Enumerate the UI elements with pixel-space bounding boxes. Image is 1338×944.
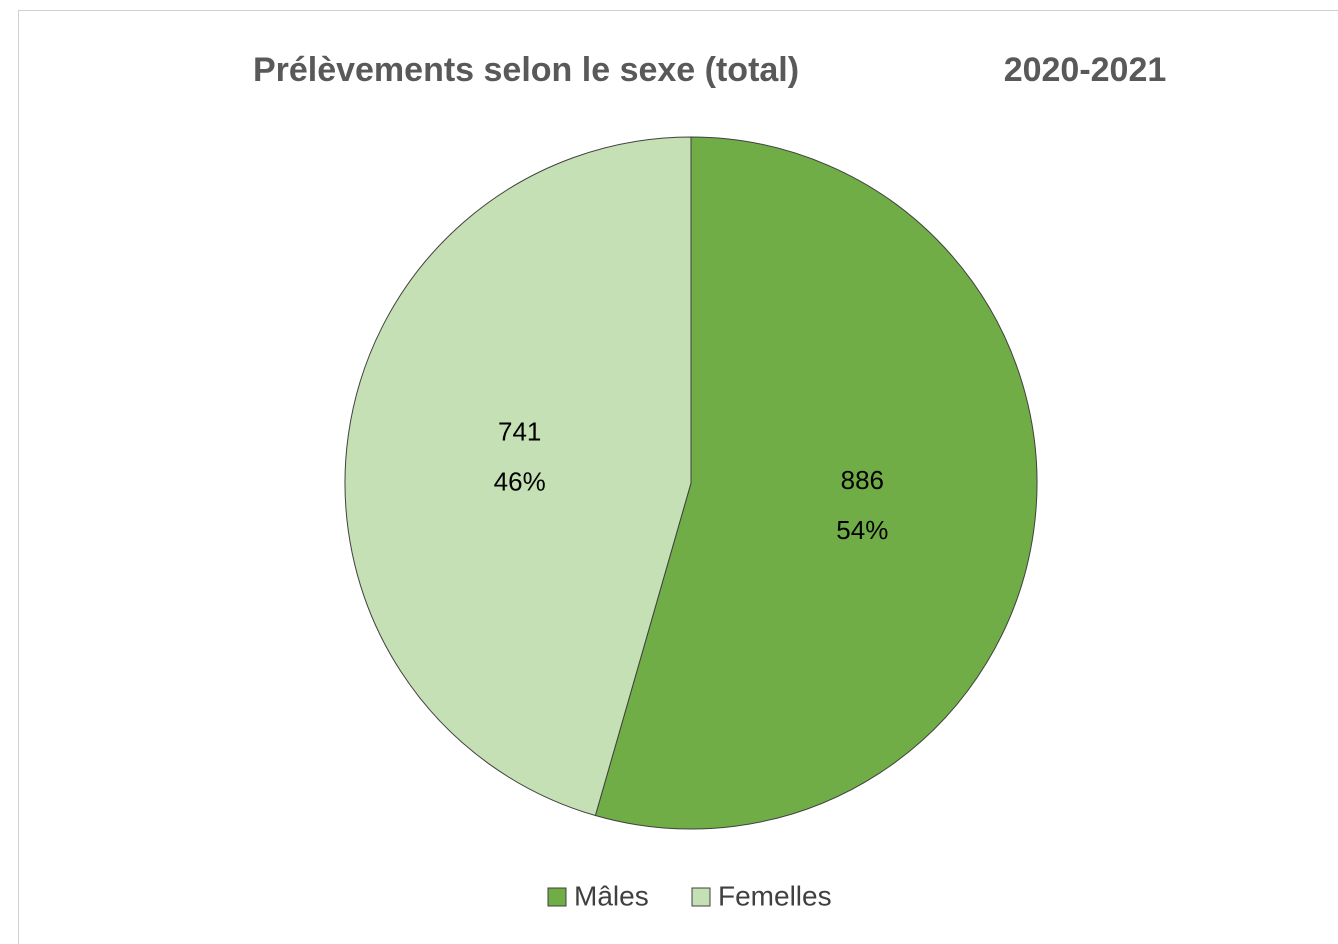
chart-subtitle: 2020-2021 xyxy=(1004,51,1167,89)
data-label-percent: 54% xyxy=(836,515,888,545)
data-label-value: 886 xyxy=(841,465,884,495)
chart-title: Prélèvements selon le sexe (total) xyxy=(253,51,799,89)
legend-label: Femelles xyxy=(718,880,832,911)
data-label-value: 741 xyxy=(498,417,541,447)
data-label-percent: 46% xyxy=(494,467,546,497)
legend-swatch xyxy=(547,887,567,907)
pie-slice xyxy=(594,136,1038,830)
legend-label: Mâles xyxy=(574,880,649,911)
legend-swatch xyxy=(691,887,711,907)
pie-slice xyxy=(344,136,692,817)
